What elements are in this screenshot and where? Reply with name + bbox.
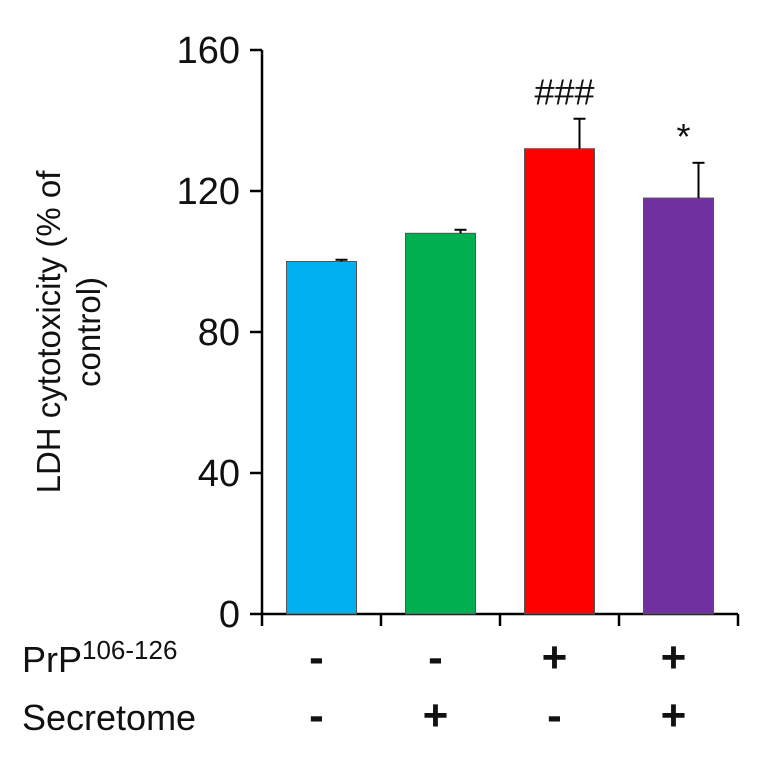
- condition-sign: +: [542, 633, 568, 682]
- condition-name: Secretome: [22, 697, 196, 738]
- condition-sign: -: [547, 691, 562, 740]
- condition-label: Secretome: [22, 697, 196, 738]
- condition-sign: +: [661, 691, 687, 740]
- y-tick-label: 160: [177, 30, 240, 72]
- condition-name: PrP: [22, 639, 82, 680]
- y-tick-label: 40: [198, 453, 240, 495]
- condition-label: PrP106-126: [22, 635, 177, 680]
- y-tick-label: 0: [219, 594, 240, 636]
- y-axis-label-line: control): [70, 277, 107, 387]
- y-axis-label: LDH cytotoxicity (% ofcontrol): [30, 170, 107, 494]
- significance-annotation: ###: [534, 72, 594, 113]
- bar: [405, 232, 476, 615]
- condition-superscript: 106-126: [82, 635, 177, 665]
- condition-sign: -: [309, 633, 324, 682]
- y-tick-label: 80: [198, 312, 240, 354]
- condition-sign: +: [423, 691, 449, 740]
- significance-annotation: *: [676, 116, 690, 157]
- condition-sign: -: [428, 633, 443, 682]
- bar: [286, 261, 357, 615]
- bar: [643, 197, 714, 615]
- bar: [524, 148, 595, 615]
- y-tick-label: 120: [177, 171, 240, 213]
- y-axis-label-line: LDH cytotoxicity (% of: [30, 170, 67, 494]
- condition-sign: +: [661, 633, 687, 682]
- condition-sign: -: [309, 691, 324, 740]
